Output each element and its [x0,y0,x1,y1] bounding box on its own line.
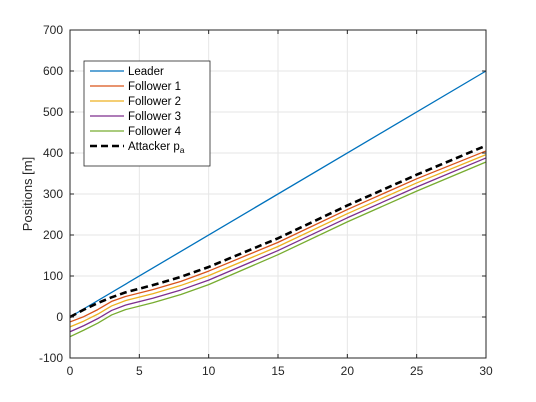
x-tick-label: 5 [136,364,143,378]
legend-label-3: Follower 3 [128,111,181,123]
series-line-5 [69,144,487,319]
x-tick-label: 10 [202,364,216,378]
y-tick-label: -100 [39,351,63,365]
y-tick-label: 400 [43,146,63,160]
legend-label-5: Attacker pa [128,141,185,155]
x-axis-ticks: 0 5 10 15 20 25 30 [67,30,493,378]
series-group [69,70,487,338]
y-tick-label: 0 [56,310,63,324]
y-tick-label: 500 [43,105,63,119]
series-line-0 [69,70,487,318]
y-tick-label: 200 [43,228,63,242]
x-tick-label: 30 [479,364,493,378]
x-tick-label: 25 [410,364,424,378]
y-tick-label: 300 [43,187,63,201]
series-line-1 [69,150,487,323]
series-line-3 [69,157,487,333]
x-tick-label: 15 [271,364,285,378]
legend-label-4: Follower 4 [128,126,182,138]
x-tick-label: 20 [341,364,355,378]
y-axis-label: Positions [m] [20,157,35,231]
legend-box [83,60,211,167]
y-tick-label: 600 [43,64,63,78]
legend-label-subscript: a [180,145,185,155]
y-axis-ticks: -100 0 100 200 300 400 500 600 700 [39,23,486,365]
legend-label-0: Leader [128,66,164,78]
legend-label-1: Follower 1 [128,81,181,93]
series-line-2 [69,154,487,328]
series-line-4 [69,161,487,338]
legend: Leader Follower 1 Follower 2 Follower 3 Foll… [83,60,211,167]
x-tick-label: 0 [67,364,74,378]
y-tick-label: 100 [43,269,63,283]
legend-label-2: Follower 2 [128,96,181,108]
y-tick-label: 700 [43,23,63,37]
